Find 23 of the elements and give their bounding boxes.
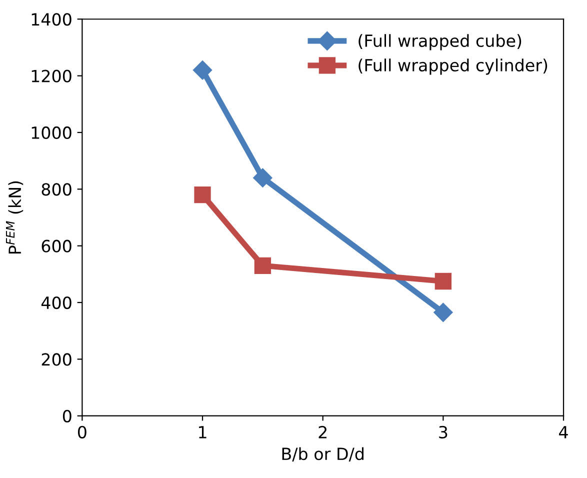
point [254, 257, 272, 274]
x-axis-title: B/b or D/d [282, 447, 364, 462]
y-tick-label: 600 [42, 240, 72, 252]
y-tick-label: 0 [62, 410, 72, 422]
y-tick-label: 200 [42, 353, 72, 366]
point [434, 302, 453, 322]
y-tick-label: 1000 [32, 126, 72, 140]
x-tick-label: 1 [199, 426, 206, 438]
point [194, 186, 211, 204]
y-tick-label: 400 [41, 296, 72, 310]
x-tick-label: 2 [318, 426, 326, 438]
y-tick-label: 1200 [32, 70, 72, 82]
y-tick-label: 800 [42, 183, 72, 196]
x-tick-label: 4 [559, 426, 568, 438]
y-tick-label: 1400 [32, 13, 72, 26]
x-tick-label: 3 [439, 426, 448, 438]
legend-label: (Full wrapped cube) [358, 34, 522, 50]
point [192, 60, 212, 80]
legend-label: (Full wrapped cylinder) [358, 58, 548, 75]
point [434, 272, 452, 290]
y-axis-title: P$^{FEM}$ (kN) [6, 181, 24, 254]
point [253, 168, 272, 188]
x-tick-label: 0 [78, 426, 86, 438]
